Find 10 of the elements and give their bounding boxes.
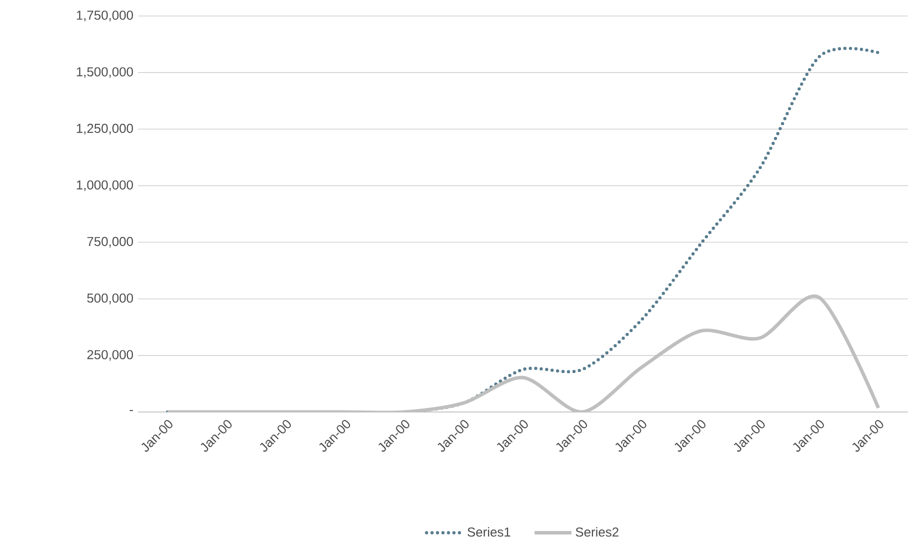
y-tick-label: 1,000,000 (76, 180, 133, 192)
y-tick-label: 750,000 (87, 236, 133, 248)
y-tick-label: 500,000 (87, 294, 133, 304)
y-tick-label: 1,750,000 (76, 10, 133, 22)
legend-label: Series2 (576, 527, 618, 537)
y-tick-label: - (130, 410, 133, 412)
y-tick-label: 1,500,000 (76, 67, 133, 78)
y-tick-label: 250,000 (87, 350, 133, 361)
y-tick-label: 1,250,000 (76, 124, 133, 134)
legend-label: Series1 (468, 527, 510, 537)
